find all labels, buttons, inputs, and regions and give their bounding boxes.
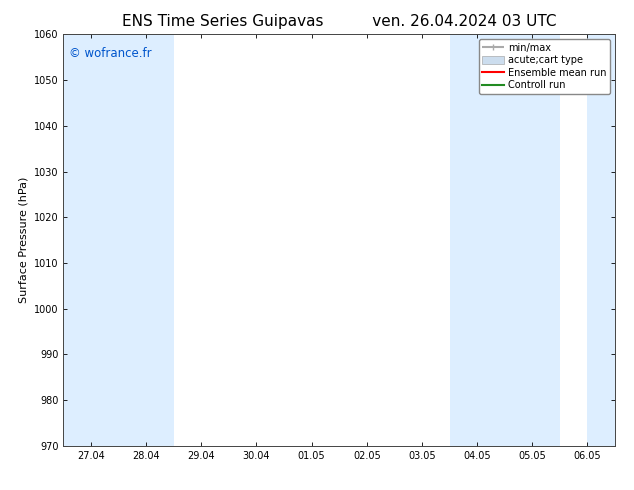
Bar: [588, 34, 615, 446]
Bar: [63, 34, 174, 446]
Text: © wofrance.fr: © wofrance.fr: [69, 47, 152, 60]
Legend: min/max, acute;cart type, Ensemble mean run, Controll run: min/max, acute;cart type, Ensemble mean …: [479, 39, 610, 94]
Bar: [450, 34, 560, 446]
Title: ENS Time Series Guipavas          ven. 26.04.2024 03 UTC: ENS Time Series Guipavas ven. 26.04.2024…: [122, 14, 557, 29]
Y-axis label: Surface Pressure (hPa): Surface Pressure (hPa): [18, 177, 29, 303]
